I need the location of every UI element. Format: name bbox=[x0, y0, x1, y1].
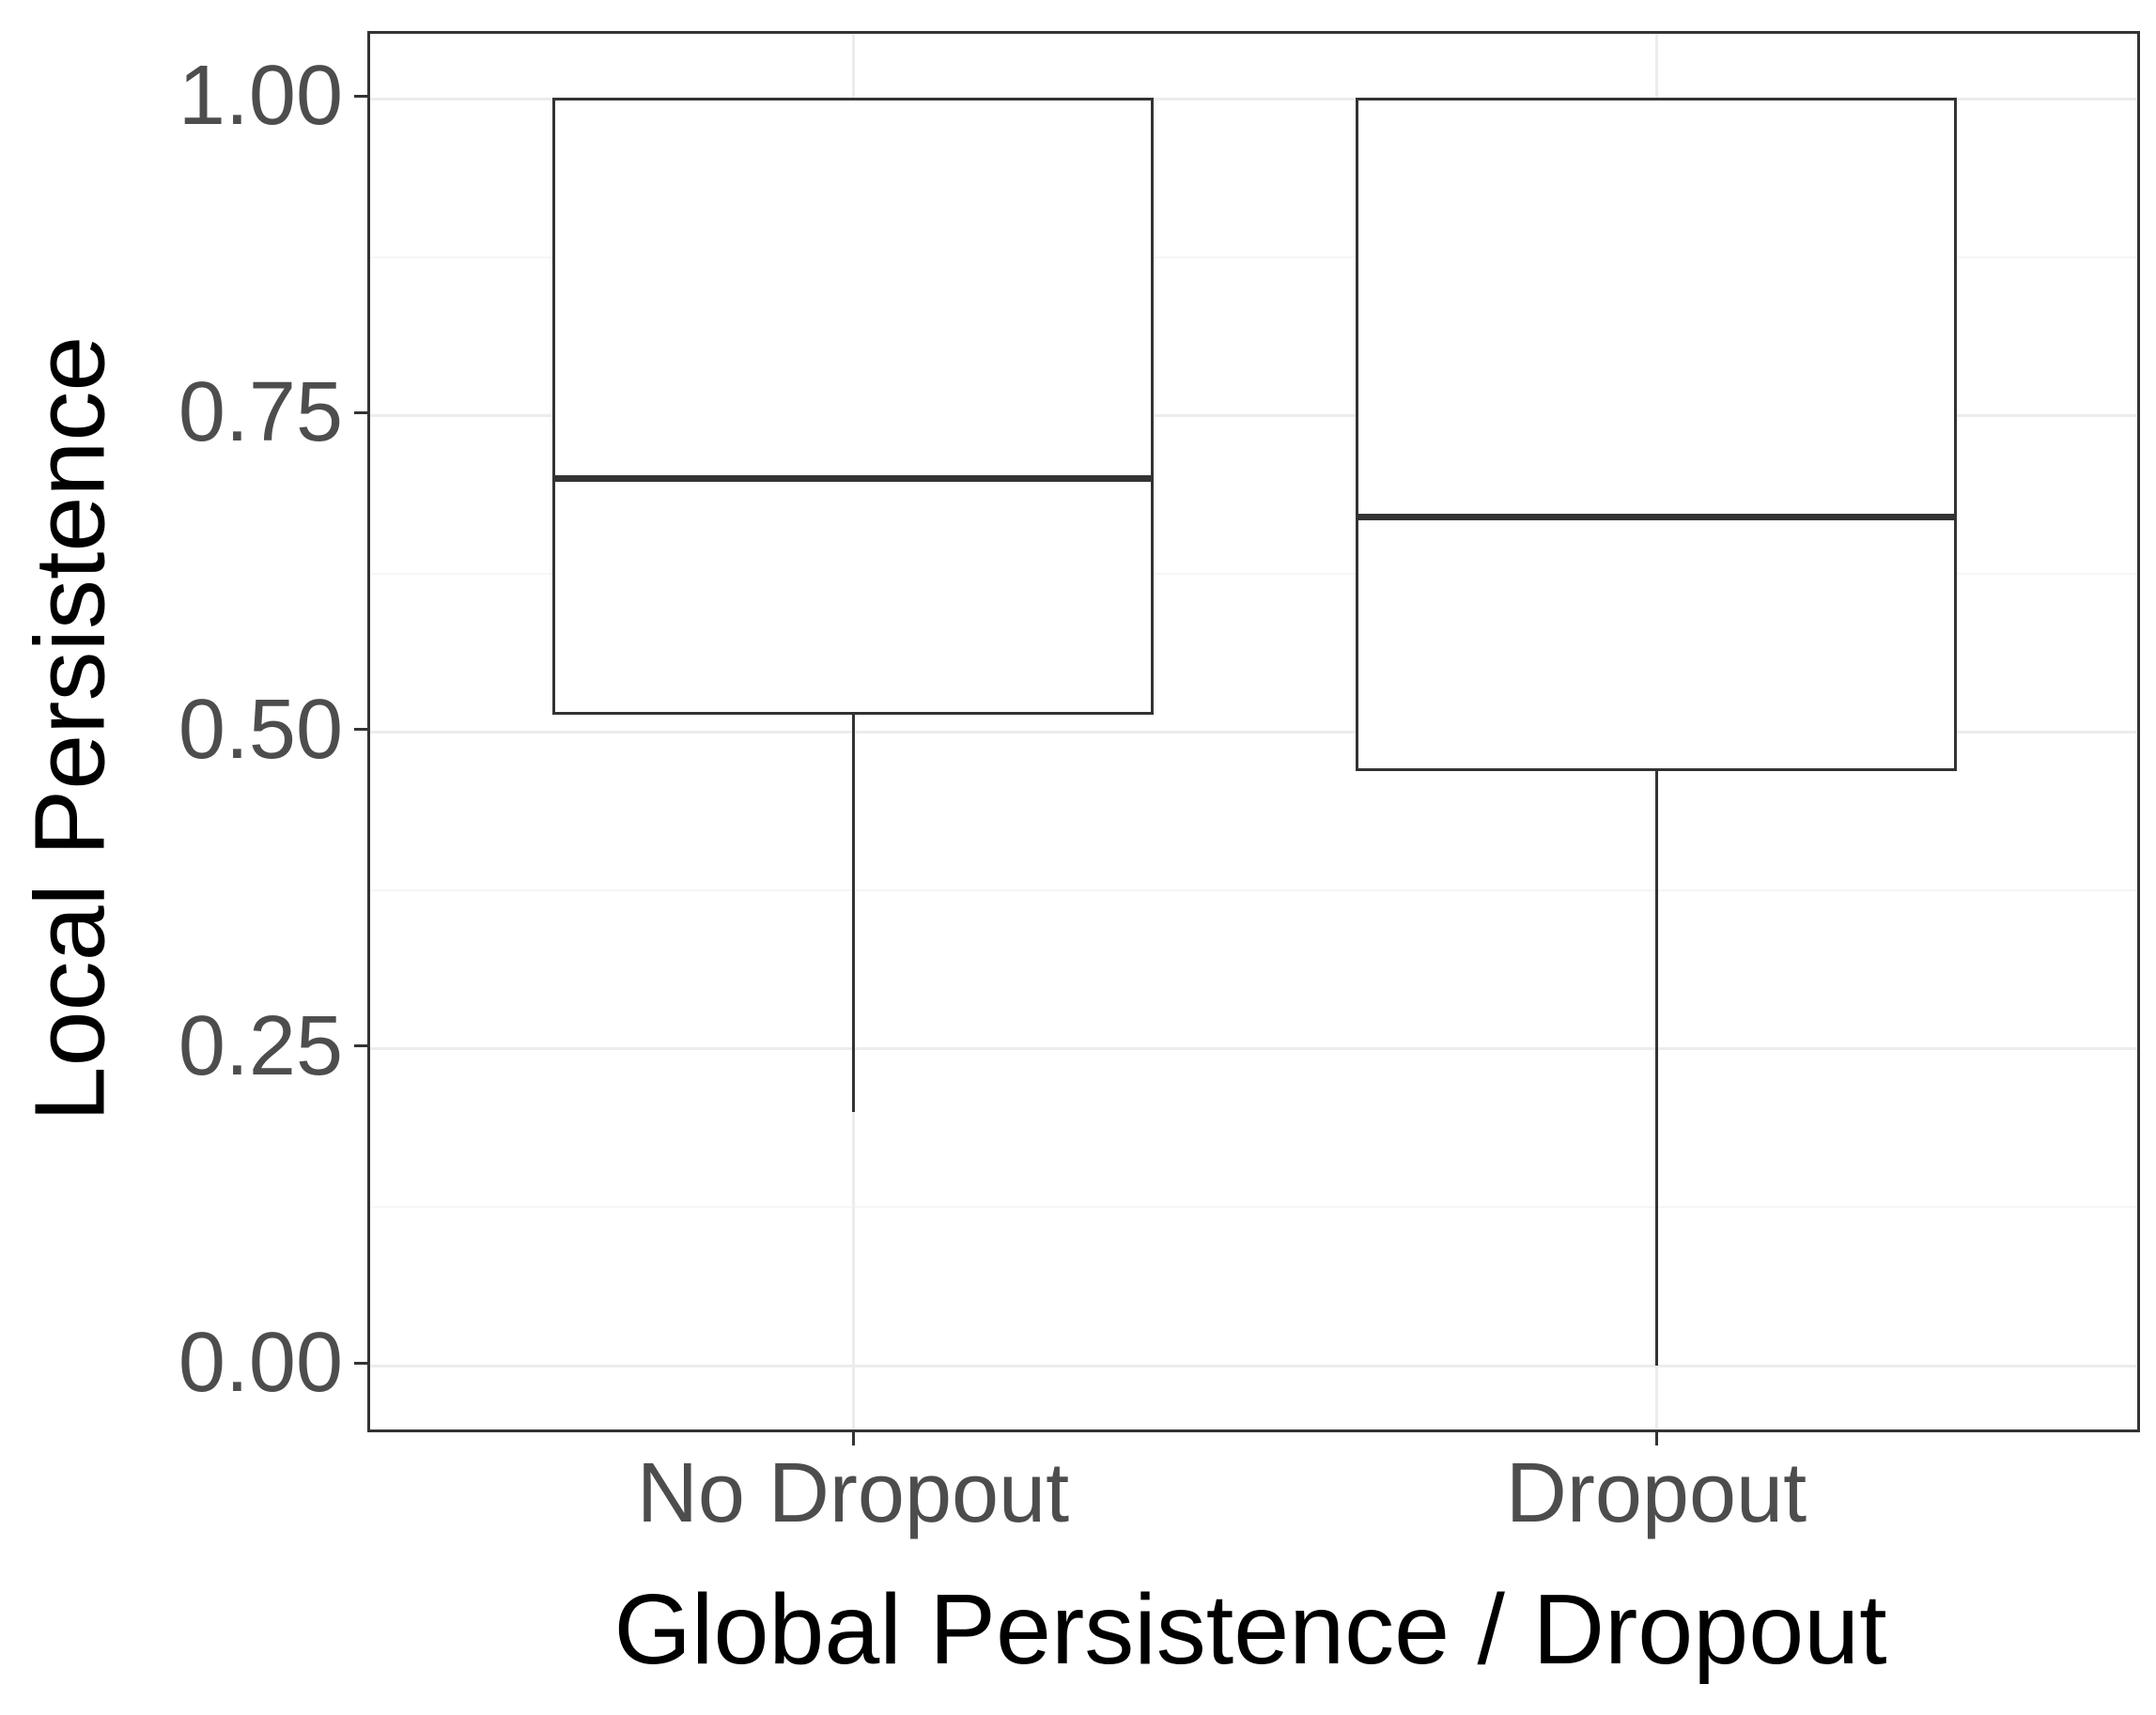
boxplot-box-no-dropout bbox=[552, 97, 1154, 715]
lower-whisker-no-dropout bbox=[851, 713, 855, 1113]
y-tick-label: 0.25 bbox=[178, 998, 343, 1093]
x-tick bbox=[851, 1432, 855, 1445]
x-tick-label-dropout: Dropout bbox=[1505, 1446, 1807, 1540]
median-line-no-dropout bbox=[552, 475, 1154, 483]
gridline-major bbox=[370, 413, 2137, 417]
gridline-minor bbox=[370, 572, 2137, 575]
y-tick bbox=[354, 1361, 367, 1365]
y-tick-label: 0.50 bbox=[178, 682, 343, 777]
plot-panel bbox=[367, 31, 2140, 1432]
y-tick bbox=[354, 1044, 367, 1048]
x-tick bbox=[1654, 1432, 1658, 1445]
gridline-major bbox=[370, 731, 2137, 734]
x-axis-title: Global Persistence / Dropout bbox=[613, 1574, 1887, 1685]
gridline-minor bbox=[370, 1206, 2137, 1209]
boxplot-box-dropout bbox=[1356, 97, 1957, 772]
median-line-dropout bbox=[1356, 513, 1957, 520]
y-tick-label: 1.00 bbox=[178, 49, 343, 143]
y-tick-label: 0.75 bbox=[178, 365, 343, 460]
gridline-minor bbox=[370, 255, 2137, 258]
gridline-major bbox=[370, 1047, 2137, 1051]
gridline-major bbox=[370, 1364, 2137, 1367]
y-tick bbox=[354, 728, 367, 731]
x-tick-label-no-dropout: No Dropout bbox=[636, 1446, 1070, 1540]
gridline-minor bbox=[370, 889, 2137, 892]
gridline-major bbox=[370, 97, 2137, 100]
y-tick bbox=[354, 94, 367, 98]
y-tick-label: 0.00 bbox=[178, 1316, 343, 1410]
y-tick bbox=[354, 410, 367, 414]
lower-whisker-dropout bbox=[1654, 769, 1658, 1366]
